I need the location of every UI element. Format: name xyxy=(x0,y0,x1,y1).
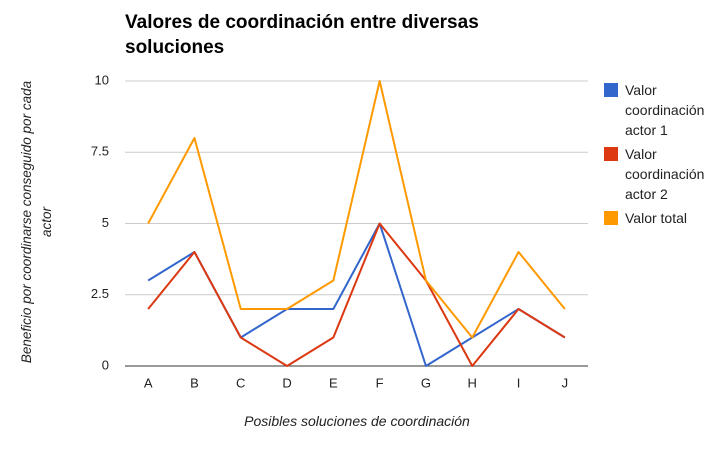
x-tick-label: G xyxy=(421,375,431,390)
x-tick-label: H xyxy=(468,375,477,390)
x-tick-label: I xyxy=(517,375,521,390)
y-tick-label: 10 xyxy=(95,72,109,87)
x-tick-label: C xyxy=(236,375,245,390)
legend-entry: Valor coordinación actor 2 xyxy=(604,144,722,204)
x-tick-label: D xyxy=(282,375,291,390)
x-tick-label: F xyxy=(376,375,384,390)
chart-title: Valores de coordinación entre diversas s… xyxy=(125,12,479,58)
x-tick-label: B xyxy=(190,375,199,390)
legend-entry: Valor total xyxy=(604,208,722,228)
y-tick-label: 7.5 xyxy=(91,144,109,159)
legend-label: Valor coordinación actor 1 xyxy=(625,82,705,138)
y-tick-label: 5 xyxy=(102,215,109,230)
x-tick-label: J xyxy=(562,375,569,390)
series-line xyxy=(147,80,566,339)
x-tick-label: E xyxy=(329,375,338,390)
legend: Valor coordinación actor 1 Valor coordina… xyxy=(604,80,722,228)
legend-swatch xyxy=(604,83,618,97)
y-tick-label: 2.5 xyxy=(91,286,109,301)
legend-label: Valor coordinación actor 2 xyxy=(625,146,705,202)
legend-swatch xyxy=(604,147,618,161)
legend-label: Valor total xyxy=(625,210,687,226)
y-tick-label: 0 xyxy=(102,357,109,372)
legend-swatch xyxy=(604,211,618,225)
x-tick-label: A xyxy=(144,375,153,390)
legend-entry: Valor coordinación actor 1 xyxy=(604,80,722,140)
series-line xyxy=(147,222,566,367)
y-axis-title: Beneficio por coordinarse conseguido por… xyxy=(19,80,54,364)
x-axis-title: Posibles soluciones de coordinación xyxy=(244,413,470,429)
